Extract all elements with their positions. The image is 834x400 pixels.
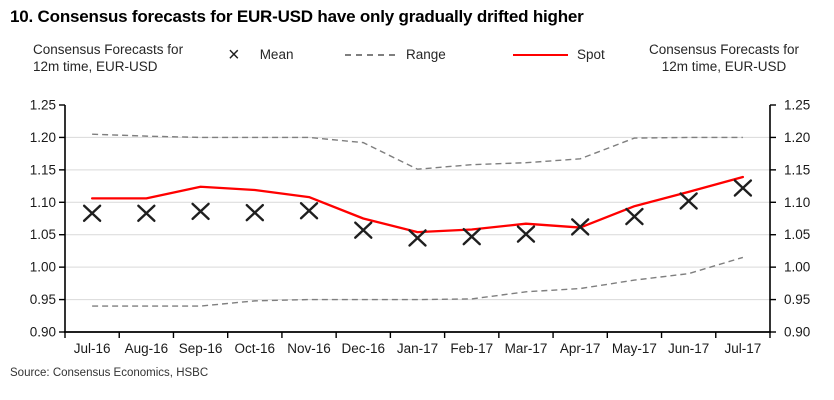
x-axis-label: Aug-16 xyxy=(125,341,169,356)
x-axis-label: May-17 xyxy=(612,341,657,356)
chart-title: 10. Consensus forecasts for EUR-USD have… xyxy=(10,7,584,26)
mean-marker xyxy=(570,218,590,236)
legend-spot-label: Spot xyxy=(577,47,605,62)
spot-line-icon xyxy=(513,53,568,56)
legend-item-range: Range xyxy=(345,47,446,62)
mean-marker xyxy=(408,229,427,247)
source-note: Source: Consensus Economics, HSBC xyxy=(10,367,209,379)
spot-line xyxy=(90,175,745,234)
x-axis-label: Jul-16 xyxy=(74,341,111,356)
y-axis-label-left: 1.20 xyxy=(30,130,56,145)
mean-marker xyxy=(245,203,265,222)
mean-marker xyxy=(299,202,319,220)
range-line xyxy=(92,133,743,170)
y-axis-label-right: 0.90 xyxy=(784,325,810,340)
y-axis-label-left: 1.25 xyxy=(30,98,56,113)
x-axis-label: Dec-16 xyxy=(342,341,386,356)
x-axis-label: Jul-17 xyxy=(724,341,761,356)
mean-marker xyxy=(516,225,536,243)
mean-marker xyxy=(625,207,644,226)
mean-marker xyxy=(191,202,210,221)
x-axis-label: Mar-17 xyxy=(505,341,548,356)
mean-marker xyxy=(137,204,156,223)
y-axis-label-left: 0.95 xyxy=(30,292,56,307)
y-axis-label-left: 0.90 xyxy=(30,325,56,340)
mean-marker xyxy=(679,192,698,210)
right-axis-note-line2: 12m time, EUR-USD xyxy=(661,59,787,74)
y-axis-label-left: 1.05 xyxy=(30,227,56,242)
y-axis-label-right: 1.15 xyxy=(784,162,810,177)
y-axis-label-left: 1.10 xyxy=(30,195,56,210)
x-axis-label: Apr-17 xyxy=(560,341,601,356)
legend-item-spot: Spot xyxy=(513,47,605,62)
right-axis-note: Consensus Forecasts for 12m time, EUR-US… xyxy=(643,41,805,75)
mean-marker-icon: × xyxy=(228,43,240,66)
legend-item-mean: × Mean xyxy=(228,43,294,66)
y-axis-label-right: 0.95 xyxy=(784,292,810,307)
left-axis-note-line2: 12m time, EUR-USD xyxy=(33,59,158,74)
x-axis-label: Oct-16 xyxy=(235,341,276,356)
y-axis-label-right: 1.05 xyxy=(784,227,810,242)
y-axis-label-right: 1.20 xyxy=(784,130,810,145)
y-axis-label-right: 1.25 xyxy=(784,98,810,113)
y-axis-label-left: 1.15 xyxy=(30,162,56,177)
y-axis-label-left: 1.00 xyxy=(30,260,56,275)
legend-range-label: Range xyxy=(406,47,446,62)
mean-marker xyxy=(354,221,373,239)
left-axis-note-line1: Consensus Forecasts for xyxy=(33,42,184,57)
left-axis-note: Consensus Forecasts for 12m time, EUR-US… xyxy=(33,41,183,75)
x-axis-label: Jan-17 xyxy=(397,341,438,356)
x-axis-label: Feb-17 xyxy=(450,341,493,356)
mean-marker xyxy=(462,227,481,246)
range-dash-icon xyxy=(345,53,395,56)
legend-mean-label: Mean xyxy=(259,47,294,62)
range-line xyxy=(92,256,744,307)
mean-marker xyxy=(82,204,102,223)
y-axis-label-right: 1.00 xyxy=(784,260,810,275)
x-axis-label: Jun-17 xyxy=(668,341,709,356)
right-axis-note-line1: Consensus Forecasts for xyxy=(648,42,800,57)
mean-marker xyxy=(733,179,753,197)
x-axis-label: Sep-16 xyxy=(179,341,223,356)
x-axis-label: Nov-16 xyxy=(287,341,331,356)
y-axis-label-right: 1.10 xyxy=(784,195,810,210)
